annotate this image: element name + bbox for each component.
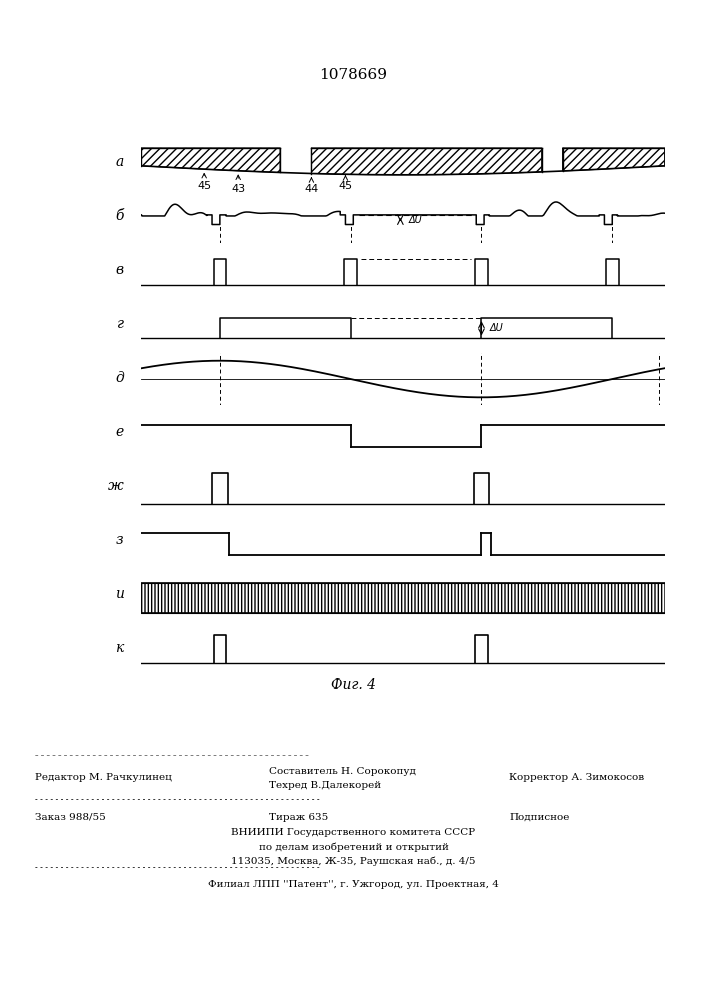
Text: ВНИИПИ Государственного комитета СССР: ВНИИПИ Государственного комитета СССР xyxy=(231,828,476,837)
Text: 45: 45 xyxy=(197,174,211,191)
Text: б: б xyxy=(115,209,124,223)
Text: 43: 43 xyxy=(231,175,245,194)
Bar xyxy=(141,583,665,613)
Text: к: к xyxy=(115,641,124,655)
Text: 1078669: 1078669 xyxy=(320,68,387,82)
Text: з: з xyxy=(116,533,124,547)
Text: Филиал ЛПП ''Патент'', г. Ужгород, ул. Проектная, 4: Филиал ЛПП ''Патент'', г. Ужгород, ул. П… xyxy=(208,880,499,889)
Text: д: д xyxy=(115,371,124,385)
Text: а: а xyxy=(115,155,124,169)
Text: 45: 45 xyxy=(339,176,353,191)
Text: по делам изобретений и открытий: по делам изобретений и открытий xyxy=(259,842,448,852)
Text: Заказ 988/55: Заказ 988/55 xyxy=(35,813,106,822)
Text: - - - - - - - - - - - - - - - - - - - - - - - - - - - - - - - - - - - - - - - - : - - - - - - - - - - - - - - - - - - - - … xyxy=(35,863,322,872)
Text: Фиг. 4: Фиг. 4 xyxy=(331,678,376,692)
Text: – – – – – – – – – – – – – – – – – – – – – – – – – – – – – – – – – – – – – – – – : – – – – – – – – – – – – – – – – – – – – … xyxy=(35,752,311,758)
Text: Редактор М. Рачкулинец: Редактор М. Рачкулинец xyxy=(35,773,173,782)
Text: г: г xyxy=(117,317,124,331)
Text: е: е xyxy=(115,425,124,439)
Text: ΔU: ΔU xyxy=(489,323,503,333)
Text: 113035, Москва, Ж-35, Раушская наб., д. 4/5: 113035, Москва, Ж-35, Раушская наб., д. … xyxy=(231,856,476,865)
Text: Техред В.Далекорей: Техред В.Далекорей xyxy=(269,781,381,790)
Text: Подписное: Подписное xyxy=(509,813,569,822)
Text: в: в xyxy=(116,263,124,277)
Text: ΔU: ΔU xyxy=(408,215,422,225)
Text: Тираж 635: Тираж 635 xyxy=(269,813,328,822)
Text: Составитель Н. Сорокопуд: Составитель Н. Сорокопуд xyxy=(269,767,416,776)
Text: Корректор А. Зимокосов: Корректор А. Зимокосов xyxy=(509,773,644,782)
Text: ж: ж xyxy=(108,479,124,493)
Text: 44: 44 xyxy=(304,178,319,194)
Text: - - - - - - - - - - - - - - - - - - - - - - - - - - - - - - - - - - - - - - - - : - - - - - - - - - - - - - - - - - - - - … xyxy=(35,794,322,804)
Text: и: и xyxy=(115,587,124,601)
